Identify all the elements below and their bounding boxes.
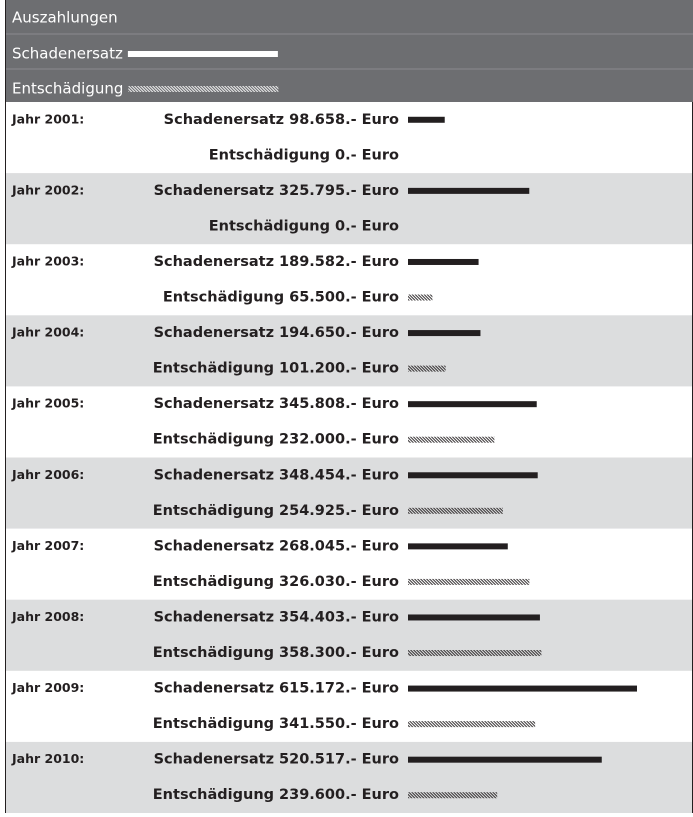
year-label: Jahr 2010: (11, 751, 84, 766)
value-label: 326.030.- Euro (279, 574, 399, 590)
value-label: 268.045.- Euro (279, 538, 399, 554)
series-label: Entschädigung (153, 716, 274, 732)
bar (408, 721, 536, 728)
bar (408, 543, 508, 550)
bar (408, 436, 495, 443)
value-label: 348.454.- Euro (279, 467, 399, 483)
legend-label: Entschädigung (12, 80, 123, 98)
bar (408, 258, 479, 265)
value-label: 101.200.- Euro (279, 361, 399, 377)
year-label: Jahr 2002: (11, 182, 84, 197)
row-background (5, 599, 693, 671)
value-label: 520.517.- Euro (279, 752, 399, 768)
series-label: Schadenersatz (154, 538, 274, 554)
series-label: Entschädigung (153, 645, 274, 661)
row-background (5, 741, 693, 813)
year-label: Jahr 2001: (11, 111, 84, 126)
legend-swatch (128, 86, 279, 92)
bar (408, 507, 503, 514)
bar (408, 614, 540, 621)
year-label: Jahr 2009: (11, 680, 84, 695)
series-label: Schadenersatz (154, 183, 274, 199)
bar (408, 294, 433, 301)
series-label: Schadenersatz (154, 609, 274, 625)
series-label: Schadenersatz (154, 681, 274, 697)
year-label: Jahr 2003: (11, 253, 84, 268)
series-label: Entschädigung (153, 574, 274, 590)
bar (408, 685, 637, 692)
series-label: Entschädigung (163, 290, 284, 306)
value-label: 254.925.- Euro (279, 503, 399, 519)
bar (408, 401, 537, 408)
bar (408, 792, 498, 799)
series-label: Schadenersatz (154, 254, 274, 270)
row-background (5, 315, 693, 387)
row-background (5, 457, 693, 529)
year-label: Jahr 2008: (11, 609, 84, 624)
value-label: 345.808.- Euro (279, 396, 399, 412)
bar (408, 472, 538, 479)
bar (408, 578, 530, 585)
bar (408, 756, 602, 763)
rows: Jahr 2001: 98.658.- Euro Schadenersatz 0.- … (5, 111, 693, 813)
series-label: Entschädigung (209, 218, 330, 234)
series-label: Schadenersatz (154, 396, 274, 412)
value-label: 341.550.- Euro (279, 716, 399, 732)
value-label: 189.582.- Euro (279, 254, 399, 270)
value-label: 325.795.- Euro (279, 183, 399, 199)
header-background (5, 0, 693, 102)
value-label: 358.300.- Euro (279, 645, 399, 661)
series-label: Entschädigung (153, 361, 274, 377)
year-label: Jahr 2007: (11, 538, 84, 553)
series-label: Schadenersatz (154, 467, 274, 483)
series-label: Entschädigung (209, 147, 330, 163)
bar (408, 187, 530, 194)
year-label: Jahr 2004: (11, 325, 84, 340)
chart-title: Auszahlungen (12, 9, 118, 27)
value-label: 239.600.- Euro (279, 787, 399, 803)
bar (408, 116, 445, 123)
value-label: 0.- Euro (335, 147, 399, 163)
value-label: 354.403.- Euro (279, 609, 399, 625)
bar (408, 650, 542, 657)
value-label: 65.500.- Euro (289, 290, 399, 306)
series-label: Entschädigung (153, 432, 274, 448)
value-label: 615.172.- Euro (279, 681, 399, 697)
value-label: 232.000.- Euro (279, 432, 399, 448)
legend-label: Schadenersatz (12, 45, 123, 63)
value-label: 194.650.- Euro (279, 325, 399, 341)
value-label: 0.- Euro (335, 218, 399, 234)
series-label: Entschädigung (153, 503, 274, 519)
series-label: Entschädigung (153, 787, 274, 803)
bar (408, 330, 481, 337)
series-label: Schadenersatz (164, 112, 284, 128)
legend-swatch (127, 51, 278, 57)
bar (408, 365, 446, 372)
value-label: 98.658.- Euro (289, 112, 399, 128)
series-label: Schadenersatz (154, 325, 274, 341)
series-label: Schadenersatz (154, 752, 274, 768)
year-label: Jahr 2006: (11, 467, 84, 482)
year-label: Jahr 2005: (11, 396, 84, 411)
row-background (5, 173, 693, 245)
